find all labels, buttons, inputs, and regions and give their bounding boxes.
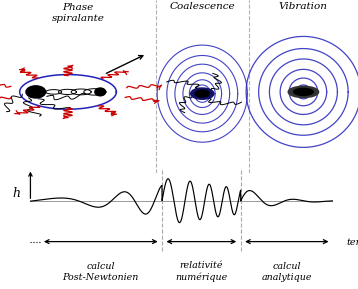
Text: h: h	[13, 187, 21, 200]
Ellipse shape	[190, 88, 214, 99]
Text: temps: temps	[347, 238, 358, 247]
Ellipse shape	[195, 90, 209, 97]
Text: Phase
spiralante: Phase spiralante	[52, 3, 104, 23]
Text: Coalescence: Coalescence	[169, 2, 235, 11]
Text: Vibration: Vibration	[279, 2, 328, 11]
Text: calcul
Post-Newtonien: calcul Post-Newtonien	[63, 262, 139, 282]
Ellipse shape	[95, 88, 106, 96]
Ellipse shape	[288, 86, 319, 98]
Text: calcul
analytique: calcul analytique	[262, 262, 312, 282]
Ellipse shape	[26, 86, 46, 98]
Ellipse shape	[294, 88, 313, 95]
Text: relativité
numérique: relativité numérique	[175, 261, 227, 282]
